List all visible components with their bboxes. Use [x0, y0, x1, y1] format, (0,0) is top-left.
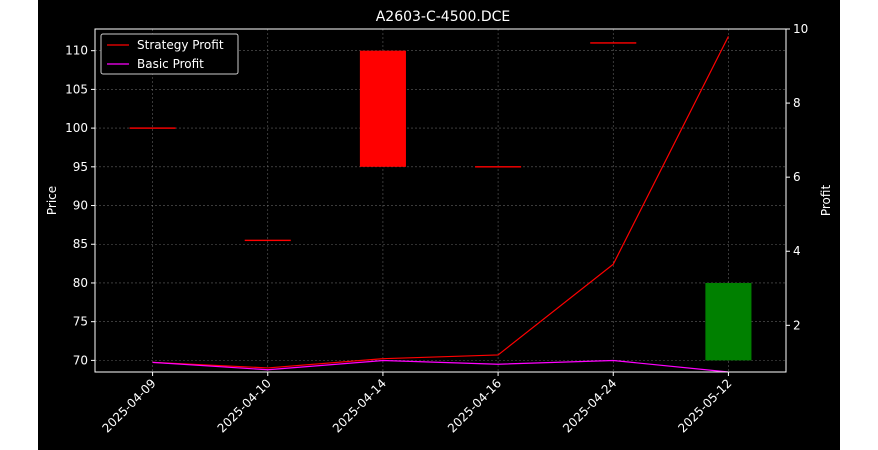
candle-2025-04-24: [590, 42, 637, 44]
y-tick-label-left: 105: [65, 82, 88, 96]
y-tick-label-left: 110: [65, 44, 88, 58]
candle-2025-04-10: [244, 239, 291, 242]
figure-canvas: A2603-C-4500.DCE 70 75 80 85 90 95 100 105 110 2 4…: [38, 0, 840, 450]
legend-label-basic-profit: Basic Profit: [137, 57, 204, 71]
y-tick-label-left: 80: [73, 276, 88, 290]
y-axis-label-left: Price: [45, 186, 59, 215]
chart-title: A2603-C-4500.DCE: [376, 9, 511, 25]
y-axis-label-right: Profit: [819, 185, 833, 217]
x-tick-label: 2025-04-10: [215, 376, 274, 435]
candles-group: [129, 42, 752, 361]
candle-2025-04-16: [475, 166, 522, 168]
y-tick-label-right: 4: [793, 244, 801, 258]
x-tick-label: 2025-04-16: [445, 376, 504, 435]
axes-group: 70 75 80 85 90 95 100 105 110 2 4 6 8 10 2025-04-09 202…: [65, 22, 808, 435]
x-tick-label: 2025-04-14: [330, 376, 389, 435]
legend: Strategy Profit Basic Profit: [100, 33, 239, 75]
line-strategy-profit: [152, 36, 729, 369]
grid-lines: [95, 29, 786, 372]
y-tick-label-right: 6: [793, 170, 801, 184]
y-tick-label-left: 90: [73, 199, 88, 213]
plot-frame: [94, 28, 787, 373]
candle-2025-05-12: [705, 282, 752, 361]
profit-lines-group: [152, 36, 729, 373]
legend-box: [100, 33, 239, 75]
line-basic-profit: [152, 359, 729, 373]
y-tick-label-left: 85: [73, 237, 88, 251]
y-tick-label-left: 100: [65, 121, 88, 135]
legend-label-strategy-profit: Strategy Profit: [137, 38, 224, 52]
y-tick-label-left: 70: [73, 353, 88, 367]
candle-2025-04-09: [129, 127, 176, 129]
y-tick-label-left: 95: [73, 160, 88, 174]
y-tick-label-right: 10: [793, 22, 808, 36]
x-tick-label: 2025-05-12: [675, 376, 734, 435]
y-tick-label-right: 2: [793, 318, 801, 332]
chart-svg: A2603-C-4500.DCE 70 75 80 85 90 95 100 105 110 2 4…: [45, 9, 833, 435]
y-tick-label-left: 75: [73, 315, 88, 329]
y-tick-label-right: 8: [793, 96, 801, 110]
candle-2025-04-14: [359, 50, 406, 167]
x-tick-label: 2025-04-24: [560, 376, 619, 435]
x-tick-label: 2025-04-09: [99, 376, 158, 435]
